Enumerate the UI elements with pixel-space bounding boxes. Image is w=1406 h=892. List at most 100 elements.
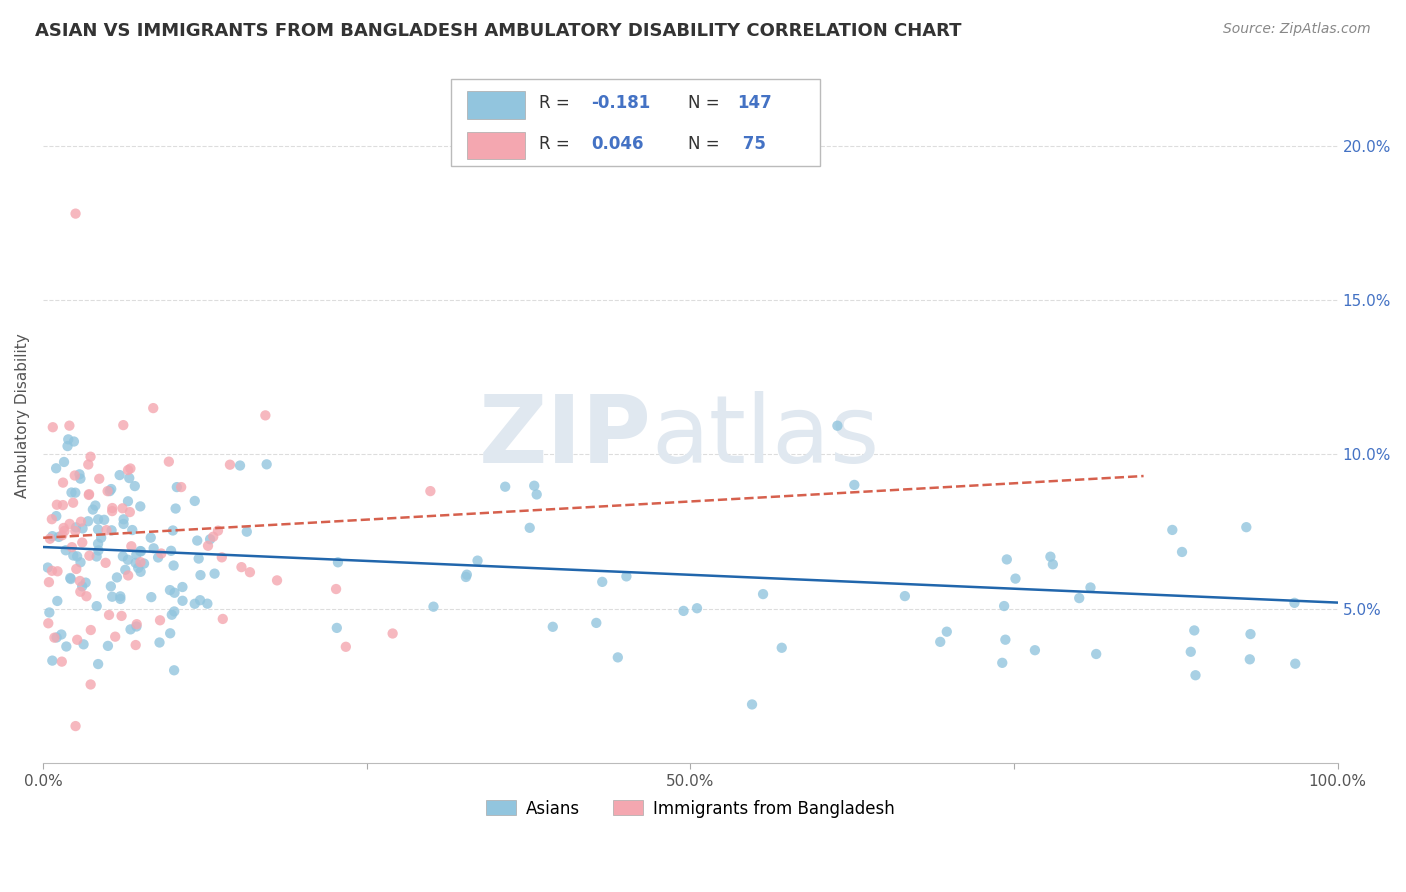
Point: [994, 632, 1017, 647]
Point: [77, 488, 100, 502]
Point: [256, 458, 278, 472]
Point: [70, 579, 93, 593]
Point: [172, 594, 194, 608]
Y-axis label: Ambulatory Disability: Ambulatory Disability: [15, 334, 30, 499]
Point: [163, 663, 186, 677]
Point: [236, 524, 259, 539]
Point: [101, 501, 124, 516]
Point: [100, 579, 122, 593]
Point: [844, 478, 866, 492]
Point: [454, 570, 477, 584]
Point: [86, 599, 108, 614]
Point: [1180, 645, 1202, 659]
Point: [38, 575, 60, 590]
Point: [70, 515, 93, 529]
Point: [69, 574, 91, 588]
Point: [326, 555, 349, 569]
Point: [117, 463, 139, 477]
Point: [45, 461, 67, 475]
Point: [42, 420, 65, 434]
Point: [51, 528, 73, 542]
Point: [993, 599, 1015, 613]
Point: [72, 521, 94, 535]
Point: [72, 535, 94, 549]
Point: [53, 455, 76, 469]
Text: 75: 75: [737, 135, 766, 153]
Point: [69, 555, 91, 569]
Point: [87, 512, 110, 526]
Point: [207, 524, 229, 538]
Text: N =: N =: [688, 95, 724, 112]
Point: [188, 593, 211, 607]
Point: [187, 551, 209, 566]
Point: [55, 543, 77, 558]
Point: [46, 594, 69, 608]
Point: [170, 480, 193, 494]
Point: [929, 635, 952, 649]
Point: [162, 524, 184, 538]
Point: [1284, 596, 1306, 610]
Point: [1080, 581, 1102, 595]
Point: [139, 531, 162, 545]
Point: [75, 589, 97, 603]
Point: [229, 458, 252, 473]
Point: [129, 500, 152, 514]
Point: [45, 631, 67, 645]
Point: [65, 719, 87, 733]
Point: [65, 562, 87, 576]
Point: [117, 553, 139, 567]
Point: [148, 635, 170, 649]
Point: [120, 539, 142, 553]
Point: [58, 433, 80, 447]
Point: [75, 575, 97, 590]
Point: [118, 505, 141, 519]
Point: [266, 574, 288, 588]
Point: [231, 560, 253, 574]
Point: [125, 617, 148, 632]
Text: 0.046: 0.046: [591, 135, 644, 153]
Point: [65, 206, 87, 220]
Point: [63, 468, 86, 483]
Point: [41, 654, 63, 668]
Point: [1004, 572, 1026, 586]
Point: [129, 565, 152, 579]
Point: [162, 558, 184, 573]
Point: [37, 560, 59, 574]
Point: [935, 624, 957, 639]
Point: [84, 499, 107, 513]
Point: [1161, 523, 1184, 537]
Point: [686, 601, 709, 615]
Point: [335, 640, 357, 654]
Point: [991, 656, 1014, 670]
Point: [752, 587, 775, 601]
Point: [55, 640, 77, 654]
Point: [100, 524, 122, 538]
Point: [108, 468, 131, 483]
Point: [422, 599, 444, 614]
Point: [101, 590, 124, 604]
Point: [456, 567, 478, 582]
Point: [141, 590, 163, 604]
Point: [585, 615, 607, 630]
Point: [77, 514, 100, 528]
Point: [160, 543, 183, 558]
Point: [197, 539, 219, 553]
Point: [150, 547, 173, 561]
Point: [1284, 657, 1306, 671]
Point: [65, 520, 87, 534]
Point: [117, 568, 139, 582]
Point: [112, 418, 135, 433]
Point: [87, 537, 110, 551]
Point: [129, 555, 152, 569]
Point: [204, 566, 226, 581]
FancyBboxPatch shape: [467, 131, 524, 160]
Point: [89, 472, 111, 486]
FancyBboxPatch shape: [451, 78, 820, 166]
Point: [59, 571, 82, 585]
Text: R =: R =: [538, 135, 575, 153]
Point: [41, 529, 63, 543]
Point: [325, 582, 347, 596]
Point: [591, 574, 613, 589]
Point: [1039, 549, 1062, 564]
Point: [142, 401, 165, 416]
